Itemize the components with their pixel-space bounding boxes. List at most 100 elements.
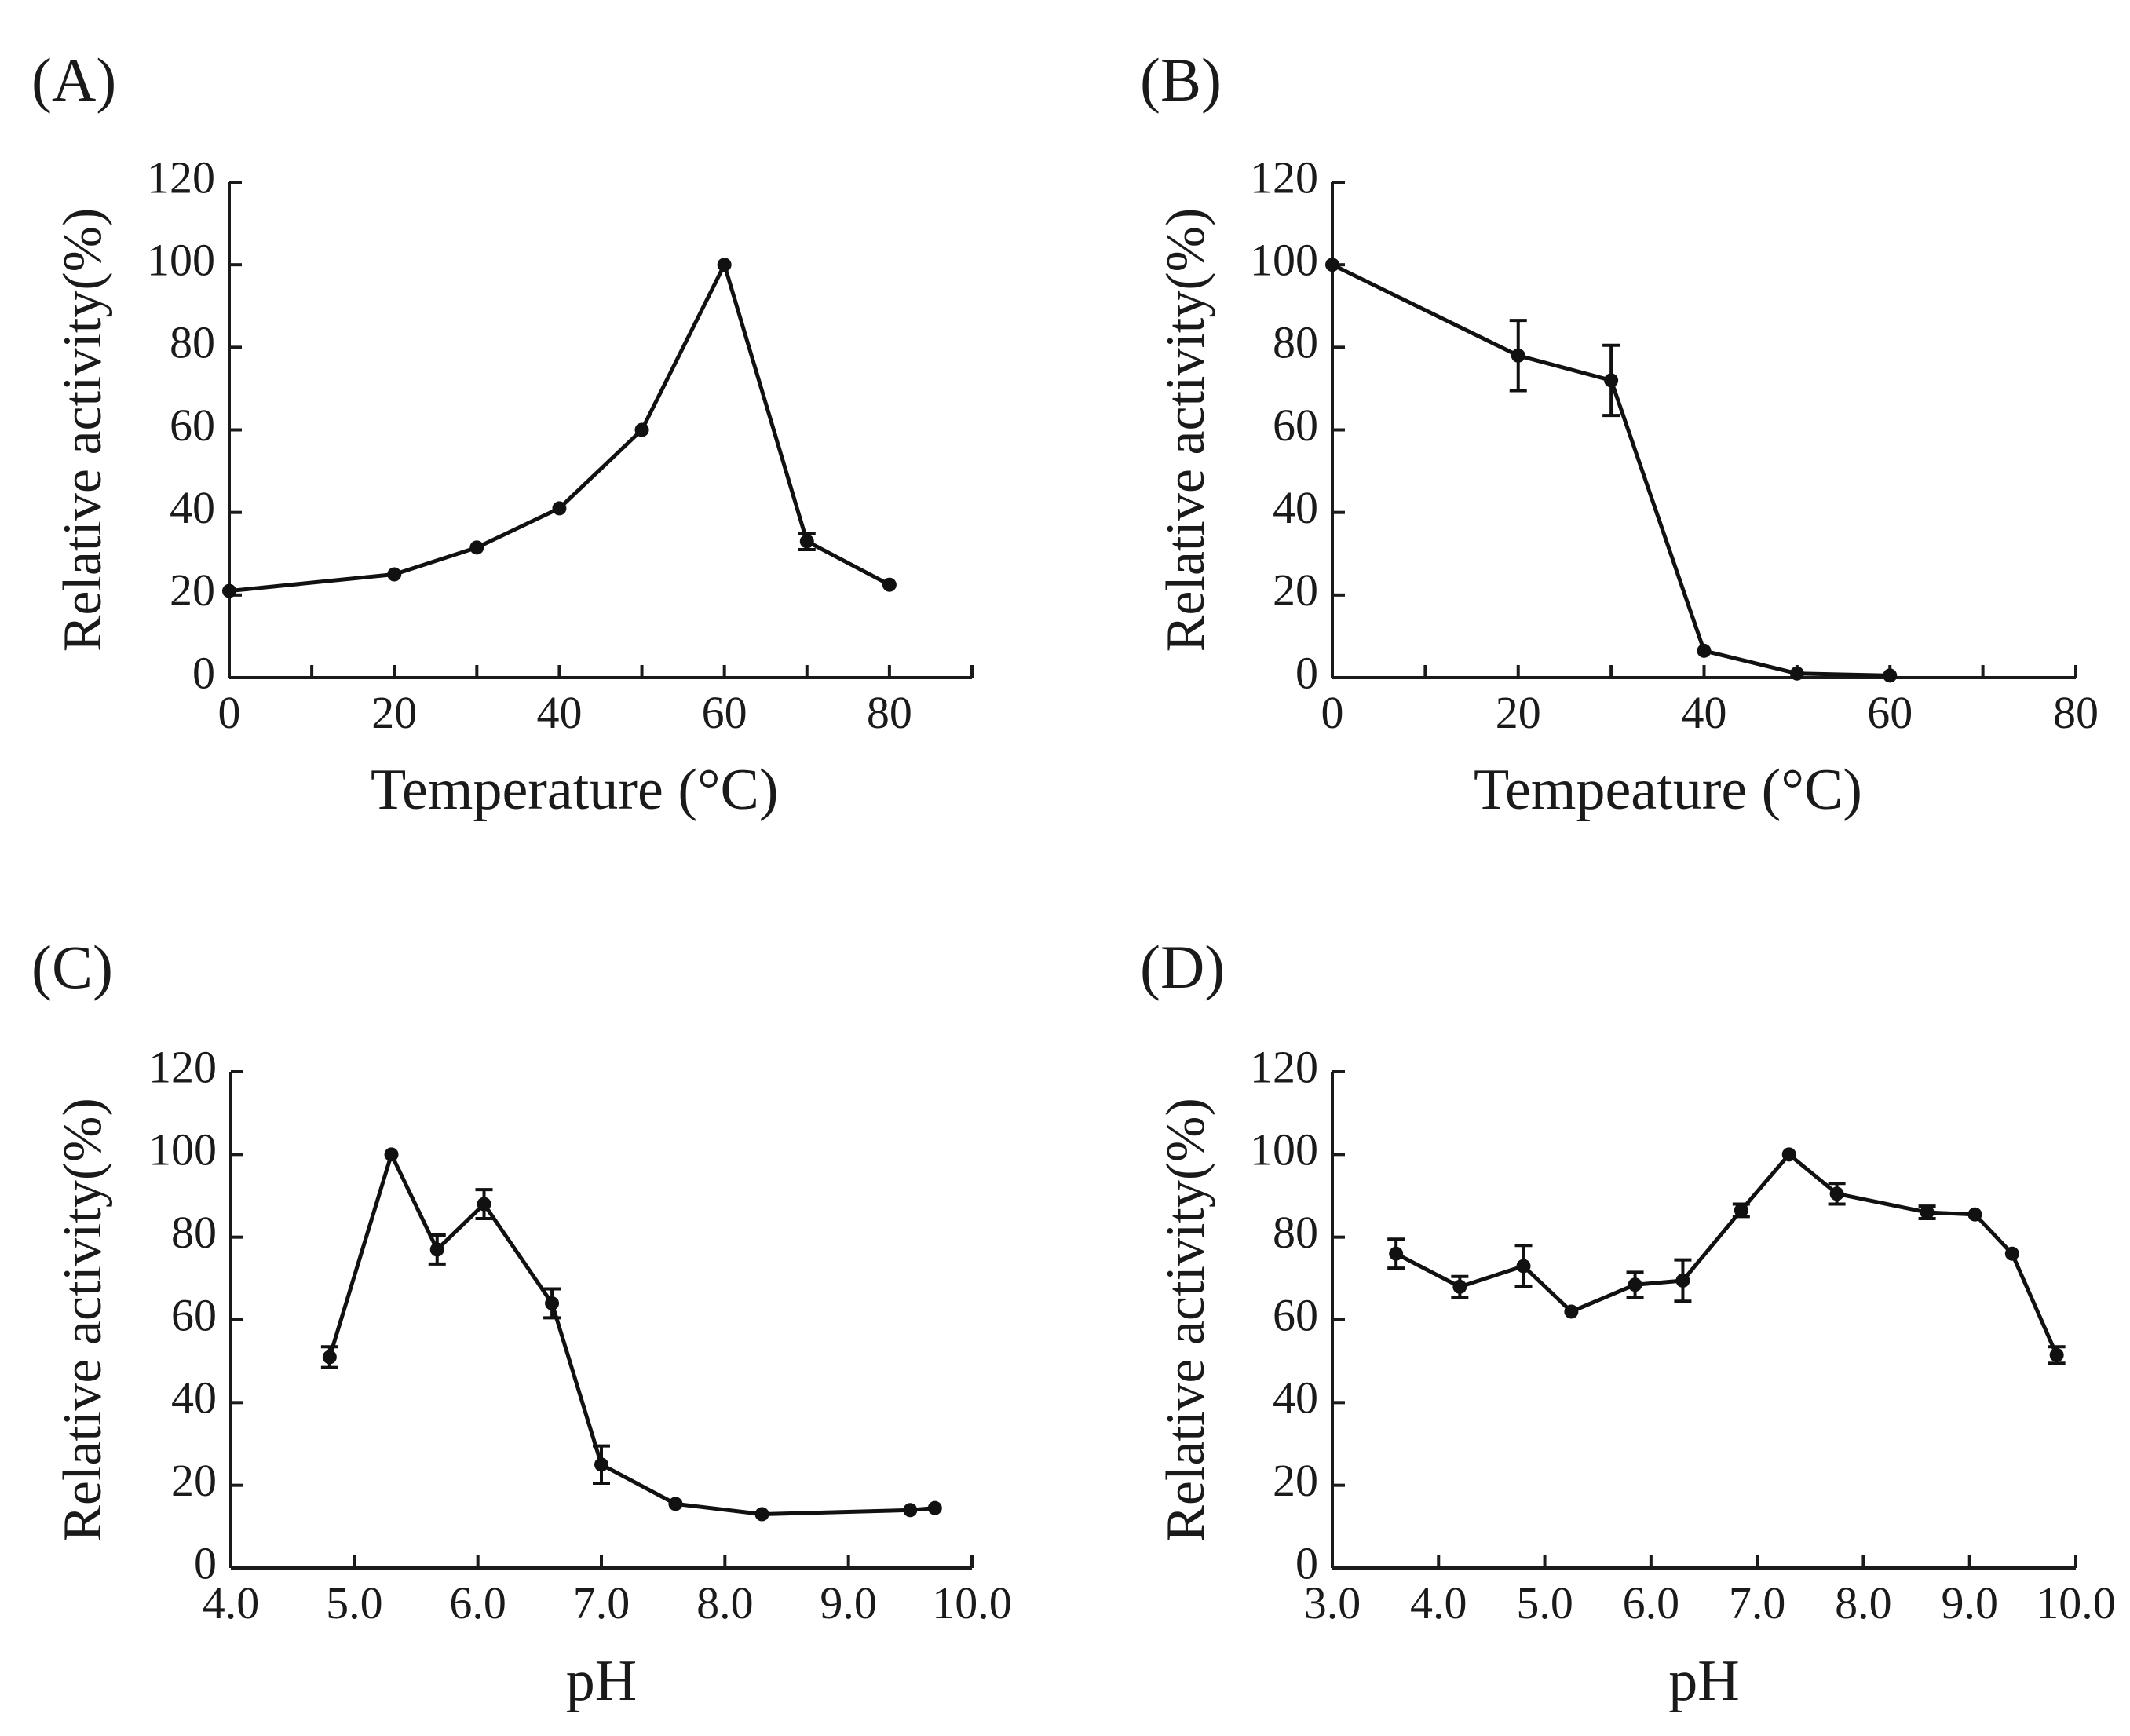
data-point [1697,643,1712,658]
x-tick-label: 10.0 [932,1577,1012,1628]
data-point [882,577,897,592]
data-point [545,1296,560,1310]
y-tick-label: 120 [148,1041,217,1092]
data-point [927,1500,942,1515]
data-point [1967,1207,1982,1222]
series-line [1331,262,1891,678]
y-tick-label: 0 [1295,1537,1318,1588]
x-tick-label: 10.0 [2036,1577,2116,1628]
x-tick-label: 6.0 [1623,1577,1680,1628]
y-tick-label: 60 [171,1289,217,1340]
data-point [668,1497,683,1511]
y-tick-label: 40 [1273,482,1318,533]
data-point [903,1503,918,1518]
y-tick-label: 0 [192,647,215,698]
y-axis-title: Relative activity(%) [1156,208,1216,652]
x-axis-title: Temperature (°C) [371,758,779,822]
data-point [1325,258,1339,272]
x-axis-title: Tempeature (°C) [1474,758,1862,822]
data-point [429,1242,444,1257]
x-tick-label: 20 [371,687,417,738]
y-tick-label: 100 [148,1124,217,1175]
y-tick-label: 60 [170,400,215,451]
y-tick-label: 60 [1273,400,1318,451]
y-tick-label: 80 [1273,1207,1318,1258]
x-tick-label: 7.0 [1729,1577,1786,1628]
y-tick-label: 20 [1273,565,1318,616]
x-tick-label: 9.0 [820,1577,877,1628]
y-tick-label: 0 [194,1537,217,1588]
data-point [754,1507,769,1522]
data-point [469,540,484,555]
y-tick-label: 0 [1295,647,1318,698]
y-tick-label: 120 [1250,152,1318,203]
x-tick-label: 4.0 [203,1577,260,1628]
data-point [1675,1273,1690,1288]
data-point [2004,1246,2019,1261]
data-point [322,1350,337,1365]
data-point [387,567,402,582]
data-point [1628,1277,1642,1292]
chart-panel-a: (A) 0 20 40 60 80 100 120 0 20 40 60 80 Temperature (… [31,46,974,822]
data-point [1920,1205,1935,1220]
x-tick-label: 80 [2053,687,2099,738]
x-tick-label: 6.0 [449,1577,506,1628]
x-tick-label: 8.0 [696,1577,754,1628]
x-tick-label: 3.0 [1304,1577,1361,1628]
x-axis-title: pH [566,1649,637,1713]
chart-panel-c: (C) 0 20 40 60 80 100 120 4.0 5.0 6.0 7.0 8.0 9.0 10.0… [31,933,1012,1713]
x-tick-label: 8.0 [1835,1577,1892,1628]
data-point [384,1147,399,1162]
data-point [1564,1304,1579,1319]
panel-label: (D) [1140,933,1225,1001]
x-tick-label: 80 [867,687,912,738]
panel-label: (B) [1140,46,1222,114]
data-point [552,501,567,516]
y-tick-label: 40 [1273,1372,1318,1424]
panel-label: (C) [31,933,113,1001]
x-tick-label: 60 [702,687,747,738]
data-point [1781,1147,1796,1162]
series-line [327,1152,936,1517]
x-tick-label: 5.0 [1516,1577,1573,1628]
data-point [1883,668,1898,683]
series-line [1395,1152,2059,1356]
y-tick-label: 80 [171,1207,217,1258]
x-tick-label: 4.0 [1410,1577,1467,1628]
y-tick-label: 20 [171,1455,217,1506]
y-tick-label: 40 [170,482,215,533]
panel-label: (A) [31,46,116,114]
y-tick-label: 120 [147,152,215,203]
data-point [634,422,649,437]
x-tick-label: 7.0 [573,1577,630,1628]
data-point [477,1197,491,1212]
data-point [1829,1186,1844,1201]
series-line [228,262,891,594]
y-axis-title: Relative activity(%) [53,1098,113,1542]
y-tick-label: 80 [1273,317,1318,368]
data-point [594,1457,608,1472]
y-axis-title: Relative activity(%) [1156,1098,1216,1542]
x-tick-label: 60 [1867,687,1913,738]
data-point [1789,666,1804,681]
y-tick-label: 120 [1250,1041,1318,1092]
x-tick-label: 40 [1682,687,1727,738]
y-axis-title: Relative activity(%) [53,208,113,652]
data-point [1389,1246,1404,1261]
y-tick-label: 20 [1273,1455,1318,1506]
y-tick-label: 100 [1250,234,1318,285]
data-point [2049,1347,2064,1362]
chart-panel-d: (D) 0 20 40 60 80 100 120 3.0 4.0 5.0 6.0 7.0 8.0 9.0 1… [1140,933,2116,1713]
y-tick-label: 20 [170,565,215,616]
data-point [1452,1279,1467,1294]
data-point [1604,373,1619,388]
x-tick-label: 5.0 [326,1577,383,1628]
x-tick-label: 40 [536,687,582,738]
data-point [799,534,814,549]
data-point [717,258,732,272]
y-tick-label: 100 [1250,1124,1318,1175]
y-tick-label: 60 [1273,1289,1318,1340]
data-point [1511,348,1525,363]
data-point [1734,1203,1748,1218]
